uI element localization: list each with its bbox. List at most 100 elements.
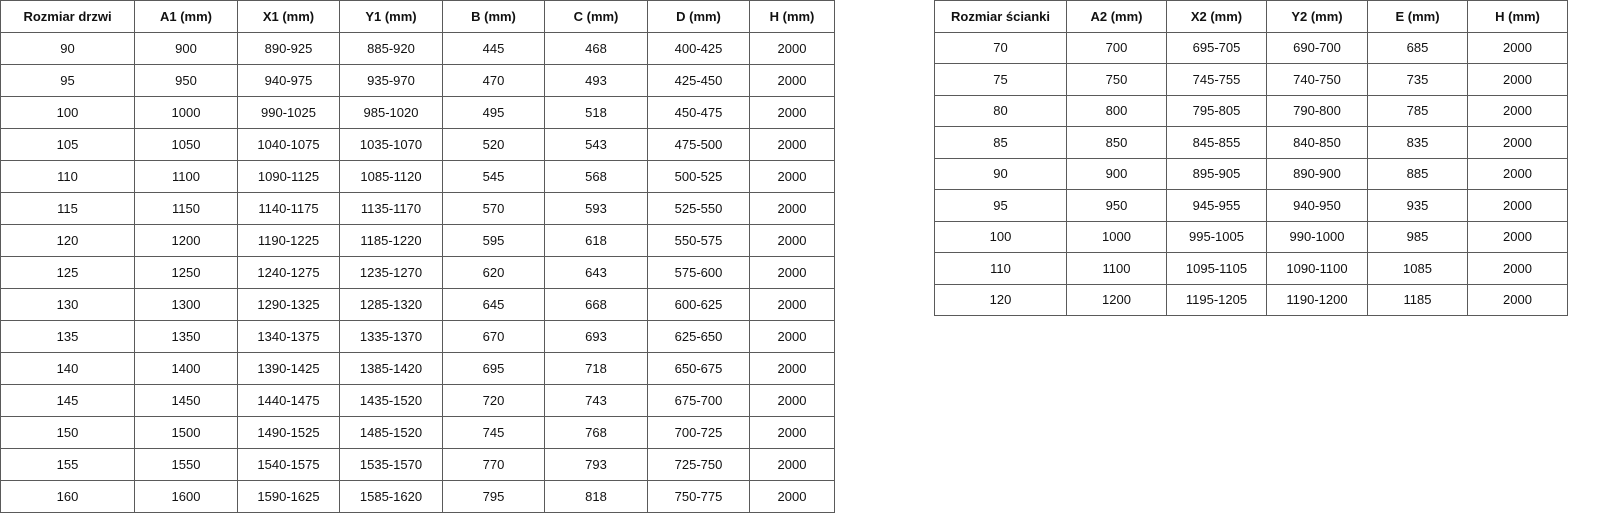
table-cell: 1400: [134, 352, 238, 385]
table-cell: 835: [1367, 126, 1468, 159]
table-row: 140 1400 1390-1425 1385-1420 695 718 650-675 20…: [0, 352, 835, 385]
table-cell: 890-900: [1266, 157, 1368, 190]
table-cell: 120: [934, 283, 1067, 316]
table-cell: 593: [544, 192, 648, 225]
table-cell: 1095-1105: [1166, 252, 1267, 285]
column-header: H (mm): [749, 0, 835, 33]
table-cell: 1090-1125: [237, 160, 340, 193]
table-row: 125 1250 1240-1275 1235-1270 620 643 575-600 20…: [0, 256, 835, 289]
table-cell: 1200: [134, 224, 238, 257]
table-cell: 945-955: [1166, 189, 1267, 222]
table-row: 110 1100 1090-1125 1085-1120 545 568 500-525 20…: [0, 160, 835, 193]
table-cell: 85: [934, 126, 1067, 159]
table-cell: 525-550: [647, 192, 750, 225]
table-row: 70 700 695-705 690-700 685 2000: [934, 31, 1568, 64]
table-cell: 1100: [1066, 252, 1167, 285]
table-cell: 110: [934, 252, 1067, 285]
table-row: 80 800 795-805 790-800 785 2000: [934, 94, 1568, 127]
table-cell: 400-425: [647, 32, 750, 65]
table-row: 150 1500 1490-1525 1485-1520 745 768 700-725 20…: [0, 416, 835, 449]
column-header: X1 (mm): [237, 0, 340, 33]
table-cell: 800: [1066, 94, 1167, 127]
table-cell: 1235-1270: [339, 256, 443, 289]
table-cell: 1195-1205: [1166, 283, 1267, 316]
table-row: 100 1000 995-1005 990-1000 985 2000: [934, 220, 1568, 253]
table-row: 145 1450 1440-1475 1435-1520 720 743 675-700 20…: [0, 384, 835, 417]
table-cell: 1085: [1367, 252, 1468, 285]
table-cell: 690-700: [1266, 31, 1368, 64]
table-cell: 2000: [749, 352, 835, 385]
table-cell: 2000: [749, 416, 835, 449]
table-cell: 543: [544, 128, 648, 161]
table-cell: 740-750: [1266, 63, 1368, 96]
table-cell: 1390-1425: [237, 352, 340, 385]
table-cell: 2000: [749, 160, 835, 193]
table-cell: 550-575: [647, 224, 750, 257]
table-cell: 568: [544, 160, 648, 193]
table-cell: 750-775: [647, 480, 750, 513]
table-cell: 735: [1367, 63, 1468, 96]
table-cell: 770: [442, 448, 545, 481]
table-cell: 743: [544, 384, 648, 417]
table-cell: 95: [0, 64, 135, 97]
table-cell: 100: [0, 96, 135, 129]
table-cell: 1140-1175: [237, 192, 340, 225]
table-cell: 1485-1520: [339, 416, 443, 449]
table-cell: 595: [442, 224, 545, 257]
table-cell: 1240-1275: [237, 256, 340, 289]
table-cell: 2000: [749, 480, 835, 513]
table-cell: 850: [1066, 126, 1167, 159]
table-cell: 2000: [749, 448, 835, 481]
table-cell: 1600: [134, 480, 238, 513]
table-cell: 2000: [1467, 63, 1568, 96]
table-cell: 600-625: [647, 288, 750, 321]
table-cell: 890-925: [237, 32, 340, 65]
table-row: 105 1050 1040-1075 1035-1070 520 543 475-500 20…: [0, 128, 835, 161]
table-row: 155 1550 1540-1575 1535-1570 770 793 725-750 20…: [0, 448, 835, 481]
column-header: Rozmiar drzwi: [0, 0, 135, 33]
table-cell: 675-700: [647, 384, 750, 417]
table-cell: 450-475: [647, 96, 750, 129]
table-cell: 2000: [749, 96, 835, 129]
column-header: Rozmiar ścianki: [934, 0, 1067, 33]
table-cell: 885-920: [339, 32, 443, 65]
table-cell: 518: [544, 96, 648, 129]
table-cell: 90: [934, 157, 1067, 190]
table-cell: 2000: [1467, 189, 1568, 222]
table-cell: 1040-1075: [237, 128, 340, 161]
table-cell: 1135-1170: [339, 192, 443, 225]
table-cell: 75: [934, 63, 1067, 96]
table-cell: 140: [0, 352, 135, 385]
table-cell: 125: [0, 256, 135, 289]
table-cell: 105: [0, 128, 135, 161]
column-header: Y2 (mm): [1266, 0, 1368, 33]
table-cell: 1050: [134, 128, 238, 161]
table-cell: 720: [442, 384, 545, 417]
table-cell: 718: [544, 352, 648, 385]
table-row: 115 1150 1140-1175 1135-1170 570 593 525-550 20…: [0, 192, 835, 225]
table-cell: 425-450: [647, 64, 750, 97]
column-header: Y1 (mm): [339, 0, 443, 33]
table-cell: 80: [934, 94, 1067, 127]
table-cell: 768: [544, 416, 648, 449]
table-cell: 1035-1070: [339, 128, 443, 161]
table-row: 95 950 940-975 935-970 470 493 425-450 2000: [0, 64, 835, 97]
table-cell: 2000: [1467, 252, 1568, 285]
table-row: 130 1300 1290-1325 1285-1320 645 668 600-625 20…: [0, 288, 835, 321]
table-cell: 668: [544, 288, 648, 321]
table-cell: 110: [0, 160, 135, 193]
table-cell: 1450: [134, 384, 238, 417]
table-cell: 1385-1420: [339, 352, 443, 385]
table-cell: 495: [442, 96, 545, 129]
column-header: A2 (mm): [1066, 0, 1167, 33]
table-cell: 2000: [1467, 31, 1568, 64]
table-cell: 1085-1120: [339, 160, 443, 193]
table-cell: 1190-1225: [237, 224, 340, 257]
table-cell: 155: [0, 448, 135, 481]
table-cell: 145: [0, 384, 135, 417]
table-cell: 900: [134, 32, 238, 65]
table-cell: 493: [544, 64, 648, 97]
table-cell: 470: [442, 64, 545, 97]
table-cell: 985: [1367, 220, 1468, 253]
table-cell: 1590-1625: [237, 480, 340, 513]
